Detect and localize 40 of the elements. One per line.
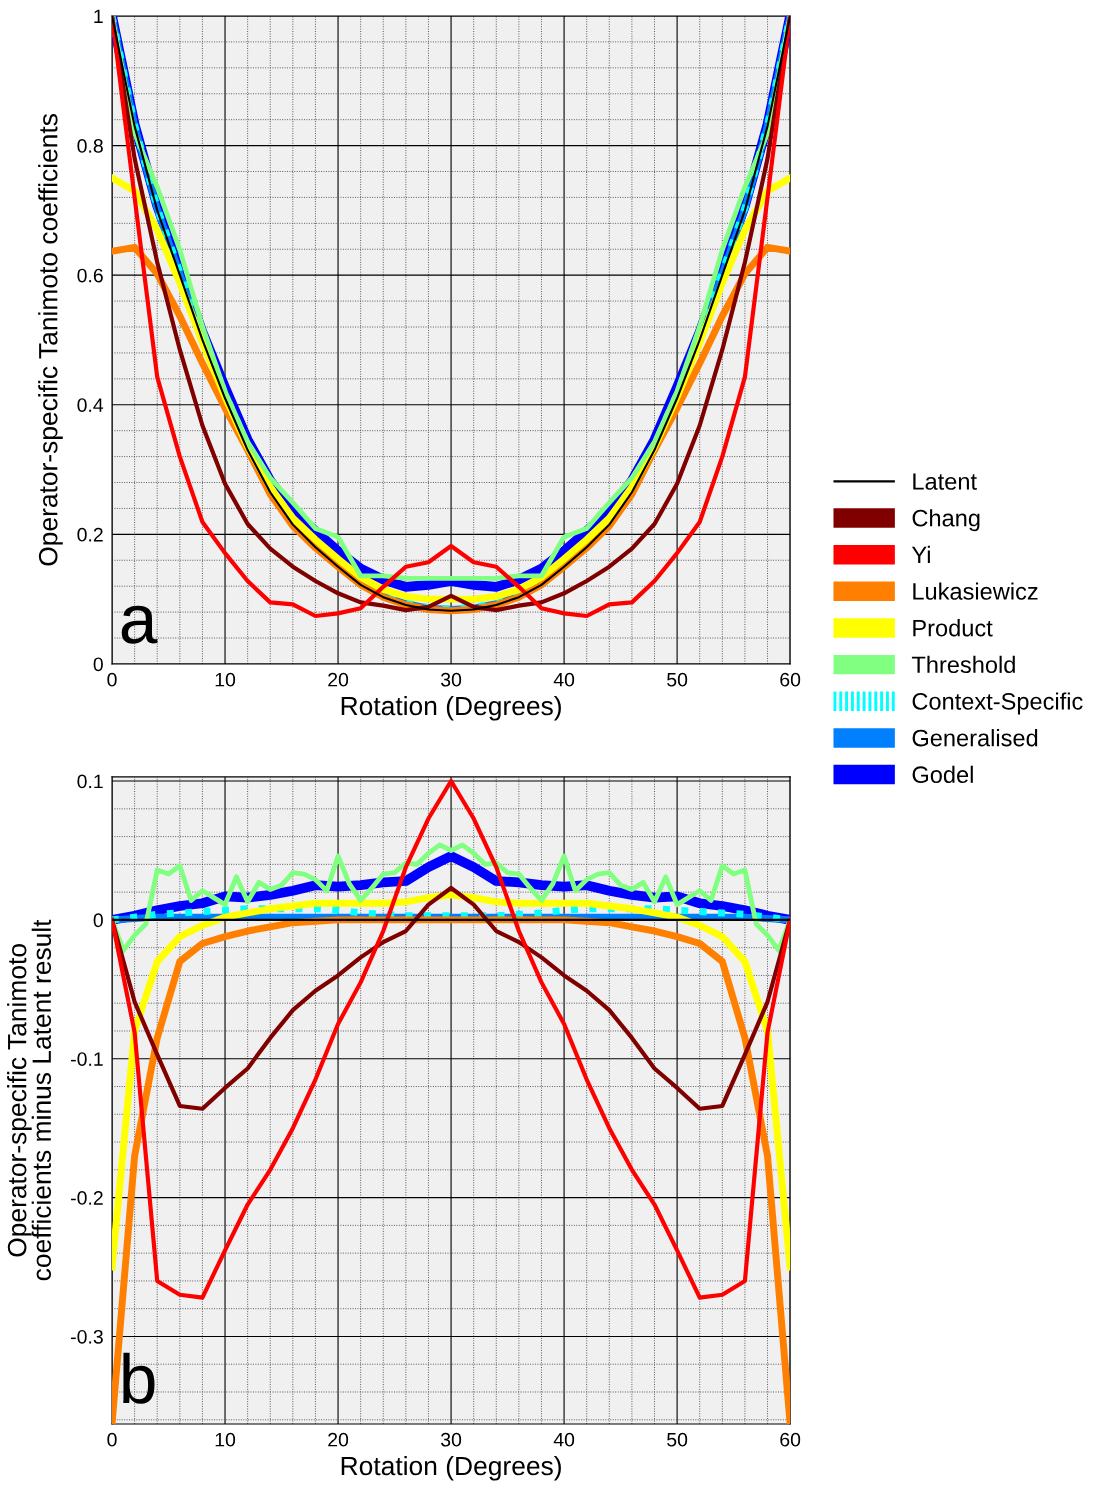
- legend-label: Generalised: [912, 729, 1038, 747]
- y-tick-label: 0.6: [77, 268, 103, 283]
- legend-label: Context-Specific: [912, 692, 1083, 715]
- legend-label: Lukasiewicz: [913, 582, 1038, 600]
- x-tick-label: 40: [553, 672, 575, 687]
- y-tick-label: 0: [93, 913, 103, 928]
- y-tick-label: 0.4: [77, 398, 104, 412]
- x-tick-label: 50: [667, 672, 688, 687]
- x-tick-label: 60: [780, 672, 801, 687]
- x-tick-label: 50: [667, 1432, 688, 1447]
- x-tick-label: 60: [780, 1432, 801, 1447]
- y-axis-title: Operator-specific Tanimoto coefficients minus Latent result: [7, 919, 52, 1281]
- x-tick-label: 20: [328, 672, 349, 687]
- y-tick-label: -0.2: [71, 1191, 103, 1205]
- y-axis-title: Operator-specific Tanimoto coefficients: [38, 114, 63, 566]
- legend-label: Product: [913, 619, 993, 637]
- y-tick-label: 0.1: [77, 774, 103, 789]
- x-tick-label: 30: [441, 1432, 462, 1447]
- y-tick-label: 0.2: [77, 527, 103, 542]
- legend-label: Yi: [911, 545, 930, 563]
- x-axis-title: Rotation (Degrees): [341, 1455, 561, 1481]
- x-tick-label: 0: [107, 1432, 117, 1447]
- x-tick-label: 20: [328, 1432, 349, 1447]
- y-tick-label: -0.1: [71, 1052, 103, 1066]
- x-tick-label: 30: [441, 672, 462, 687]
- y-tick-label: 0.8: [77, 139, 103, 153]
- legend-label: Latent: [913, 473, 977, 490]
- annotation: a: [121, 605, 158, 644]
- y-tick-label: 0: [93, 657, 103, 672]
- legend-label: Godel: [912, 765, 973, 784]
- y-tick-label: -0.3: [71, 1329, 103, 1344]
- x-tick-label: 10: [215, 672, 236, 687]
- y-tick-label: 1: [94, 9, 103, 24]
- annotation: b: [123, 1352, 155, 1404]
- x-tick-label: 0: [107, 672, 117, 687]
- x-tick-label: 10: [215, 1432, 236, 1447]
- x-tick-label: 40: [553, 1432, 575, 1447]
- legend-label: Threshold: [911, 655, 1015, 674]
- legend-label: Chang: [912, 509, 980, 532]
- x-axis-title: Rotation (Degrees): [341, 695, 561, 721]
